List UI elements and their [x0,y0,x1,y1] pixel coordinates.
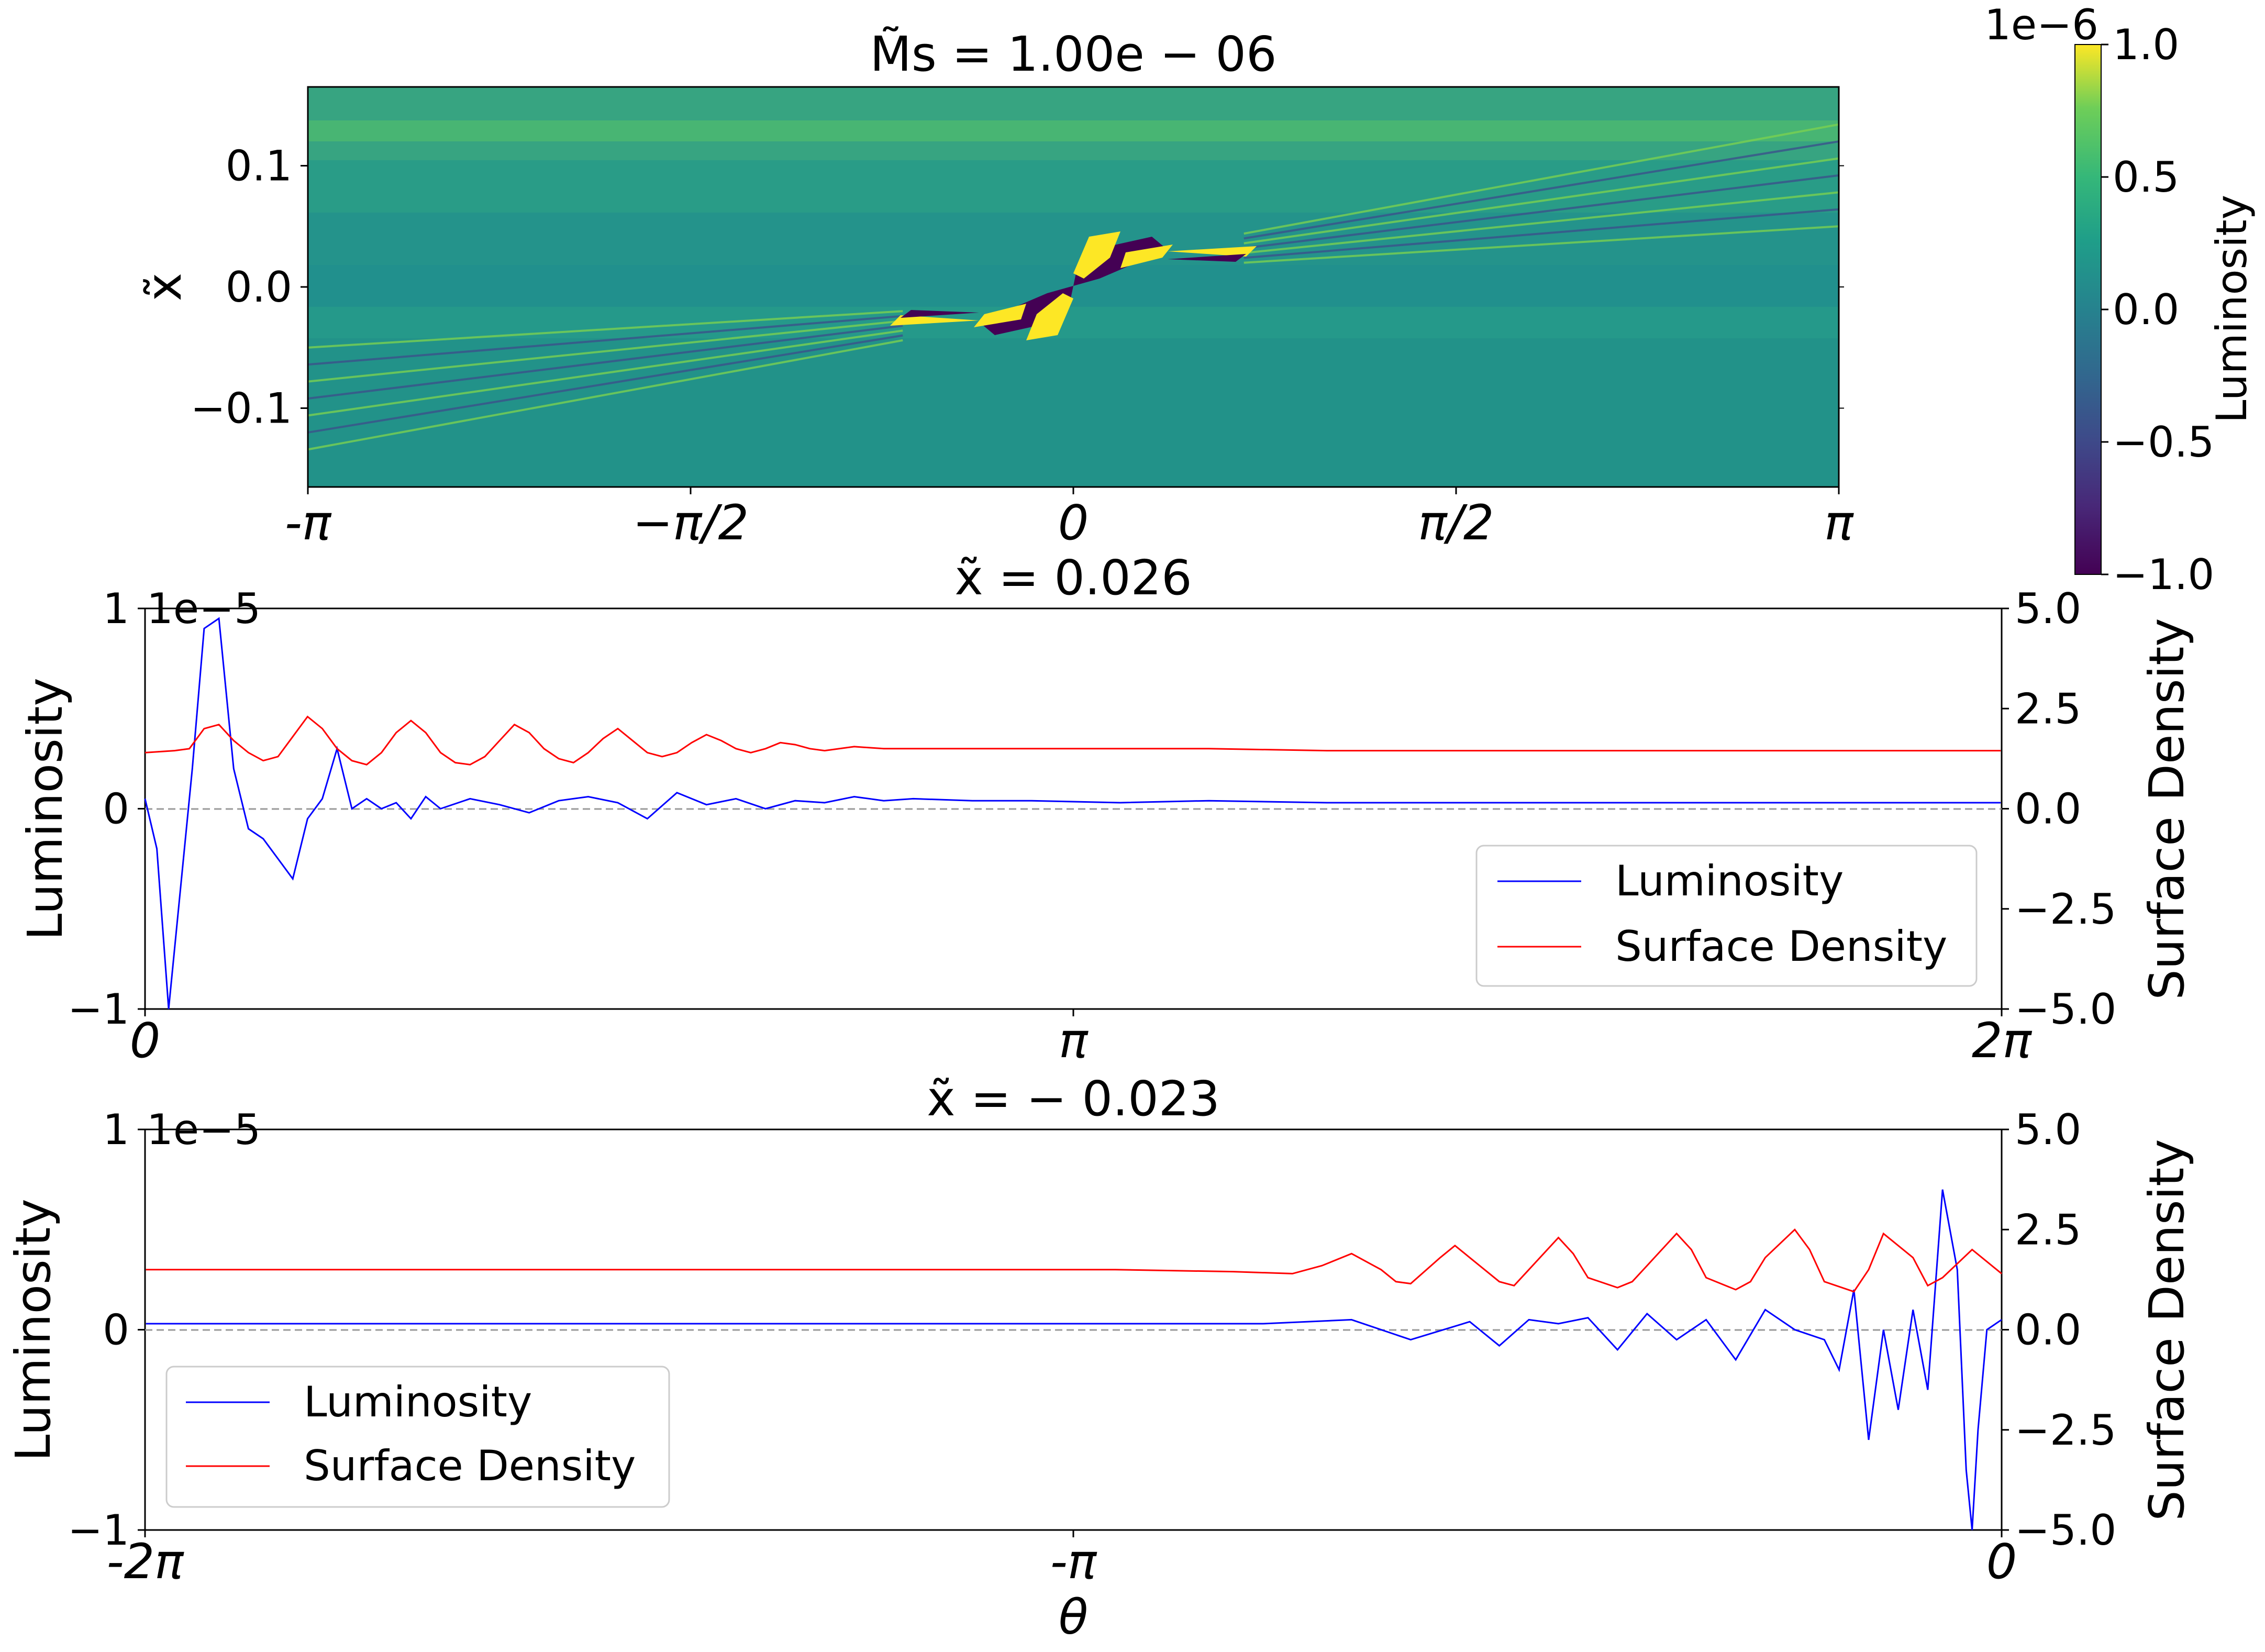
heatmap-x-tick-label: -π [285,495,332,551]
wake-streak [308,310,903,349]
lower-panel-title: x̃ = − 0.023 [927,1071,1220,1127]
heatmap-x-tick-label: π/2 [1418,495,1494,551]
upper-x-tick-label: 2π [1972,1013,2033,1069]
wake-streak [1243,208,1839,259]
heatmap-y-tick-label: 0.1 [226,141,292,190]
wake-streak [308,315,903,366]
lower-y2-tick-label: −2.5 [2015,1406,2116,1455]
heatmap-x-ticks: -π −π/2 0 π/2 π [285,487,1854,551]
lower-y2-tick-label: 0.0 [2015,1306,2081,1355]
wake-streak [308,325,903,400]
lower-x-label: θ [1059,1589,1088,1645]
spiral-wake [308,123,1839,451]
lower-ticks: -2π -π 0 −1 0 1 5.0 2.5 0.0 −2.5 −5.0 [68,1105,2116,1590]
upper-y-tick-label: 1 [103,584,129,633]
colorbar-tick-label: −1.0 [2113,550,2214,599]
upper-y2-label: Surface Density [2139,618,2195,1000]
colorbar-tick-label: −0.5 [2113,418,2214,467]
wake-streak [1243,157,1839,245]
heatmap-panel: M̃s = 1.00e − 06 [136,26,1854,551]
upper-ticks: 0 π 2π−101 5.02.50.0−2.5−5.0 [68,584,2116,1069]
colorbar-tick-label: 0.5 [2113,153,2179,202]
heatmap-title: M̃s = 1.00e − 06 [870,26,1277,82]
heatmap-image [308,87,1839,487]
wake-streak [308,339,903,451]
upper-y2-tick-label: 5.0 [2015,584,2081,633]
colorbar-label: Luminosity [2207,195,2256,423]
upper-series [144,617,2001,1010]
upper-legend: Luminosity Surface Density [1475,845,1978,987]
upper-y-tick-label: −1 [68,985,129,1034]
wake-streak [1243,191,1839,254]
lower-legend-luminosity: Luminosity [304,1378,532,1426]
upper-panel-title: x̃ = 0.026 [954,550,1192,606]
lower-y-tick-label: −1 [68,1506,129,1555]
lower-x-tick-label: 0 [1986,1534,2017,1590]
lower-y2-tick-label: −5.0 [2015,1506,2116,1555]
colorbar-ticks: 1.0 0.5 0.0 −0.5 −1.0 [2101,20,2214,599]
colorbar-offset-text: 1e−6 [1984,1,2099,49]
upper-y2-tick-label: −2.5 [2015,885,2116,934]
heatmap-y-label: x̃ [136,273,192,301]
line-panel-lower: x̃ = − 0.023 1e−5 -2π -π 0−101 5.02.50.0−2.… [5,1071,2195,1645]
lower-y2-tick-label: 2.5 [2015,1205,2081,1254]
heatmap-y-tick-label: −0.1 [191,384,292,433]
lower-y2-label: Surface Density [2139,1139,2195,1521]
lower-series-luminosity [146,1189,2002,1531]
heatmap-x-tick-label: −π/2 [632,495,749,551]
lower-series [146,1189,2002,1531]
colorbar-tick-label: 0.0 [2113,285,2179,334]
wake-streak [308,334,903,434]
lower-legend-box [165,1366,670,1508]
upper-series-luminosity [144,617,2001,1010]
central-vortex [890,231,1257,340]
upper-x-tick-label: 0 [130,1013,161,1069]
line-panel-upper: x̃ = 0.026 1e−5 0 π 2π−101 5.02.50.0−2.5−5.… [17,550,2195,1069]
lower-x-tick-label: -2π [106,1534,184,1590]
lower-legend: Luminosity Surface Density [165,1366,670,1508]
upper-series-surface-density [145,715,2001,766]
upper-y2-tick-label: −5.0 [2015,985,2116,1034]
upper-y-tick-label: 0 [103,785,129,834]
upper-y2-tick-label: 0.0 [2015,785,2081,834]
lower-x-tick-label: -π [1050,1534,1097,1590]
lower-legend-surface-density: Surface Density [304,1442,636,1490]
upper-legend-box [1475,845,1978,987]
wake-streak [1243,174,1839,249]
lower-y-label: Luminosity [5,1199,61,1461]
heatmap-x-tick-label: π [1824,495,1854,551]
wake-streak [308,319,903,383]
heatmap-x-tick-label: 0 [1058,495,1089,551]
wake-streak [1243,140,1839,240]
colorbar-tick-label: 1.0 [2113,20,2179,69]
lower-y2-tick-label: 5.0 [2015,1105,2081,1154]
heatmap-y-tick-label: 0.0 [226,263,292,312]
upper-x-tick-label: π [1059,1013,1089,1069]
wake-streak [1243,225,1839,264]
lower-series-surface-density [146,1228,2002,1293]
wake-streak [308,329,903,417]
heatmap-y-ticks: 0.1 0.0 −0.1 [191,141,1844,433]
upper-y-label: Luminosity [17,678,73,940]
lower-y-tick-label: 0 [103,1306,129,1355]
upper-y2-tick-label: 2.5 [2015,684,2081,733]
colorbar: 1e−6 1.0 0.5 0.0 −0.5 −1.0 Luminosity [1984,1,2256,599]
upper-legend-surface-density: Surface Density [1615,922,1947,971]
lower-y-tick-label: 1 [103,1105,129,1154]
colorbar-gradient [2074,44,2102,575]
wake-streak [1243,123,1839,235]
upper-legend-luminosity: Luminosity [1615,857,1844,905]
